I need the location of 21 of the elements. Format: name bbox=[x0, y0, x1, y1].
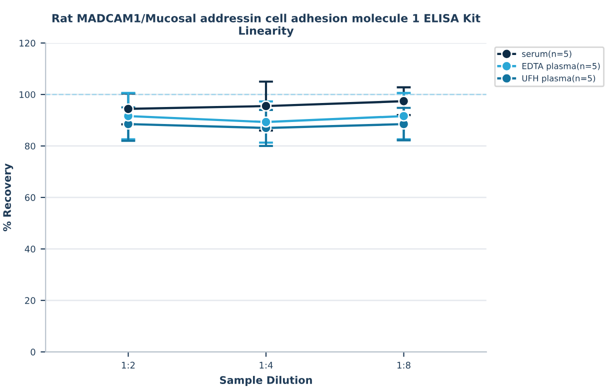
y-tick-label: 0 bbox=[30, 348, 36, 356]
legend-label: UFH plasma(n=5) bbox=[522, 74, 596, 84]
y-tick-label: 20 bbox=[25, 297, 36, 304]
legend-label: EDTA plasma(n=5) bbox=[522, 62, 600, 71]
point bbox=[398, 96, 410, 107]
legend-label: serum(n=5) bbox=[522, 50, 572, 58]
x-tick-label: 1:2 bbox=[122, 362, 135, 368]
y-tick-label: 100 bbox=[20, 91, 36, 98]
point bbox=[260, 116, 272, 128]
y-tick-label: 60 bbox=[25, 194, 36, 202]
chart-title: Rat MADCAM1/Mucosal addressin cell adhesion molecule 1 ELISA Kit Linearity bbox=[52, 14, 480, 38]
y-tick-label: 120 bbox=[20, 40, 36, 47]
x-tick-label: 1:4 bbox=[260, 362, 273, 368]
point bbox=[398, 110, 410, 122]
y-axis-title: % Recovery bbox=[3, 164, 14, 232]
point bbox=[122, 103, 134, 114]
y-tick-label: 80 bbox=[25, 142, 36, 150]
point bbox=[260, 100, 272, 112]
y-tick-label: 40 bbox=[24, 246, 36, 252]
x-axis-title: Sample Dilution bbox=[220, 376, 312, 386]
x-tick-label: 1:8 bbox=[397, 362, 410, 369]
